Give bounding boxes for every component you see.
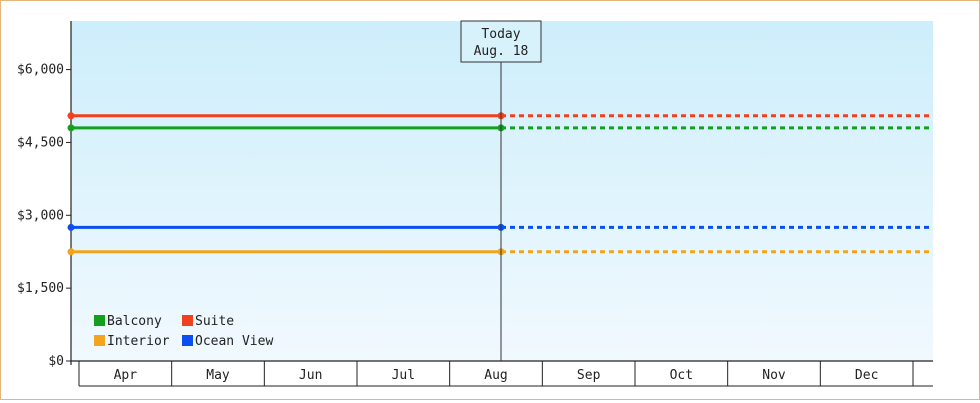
legend-label: Suite [195, 314, 234, 329]
plot-area [71, 21, 933, 361]
x-tick-label: May [206, 368, 230, 383]
today-marker: Today Aug. 18 [460, 20, 542, 361]
x-tick-label: Oct [670, 368, 693, 383]
x-tick-label: Jul [392, 368, 415, 383]
y-tick-label: $4,500 [17, 135, 64, 150]
y-tick-label: $0 [48, 354, 64, 369]
legend-swatch [182, 335, 193, 346]
series-lines [67, 112, 933, 256]
x-tick-label: Apr [114, 368, 138, 383]
legend-swatch [94, 335, 105, 346]
legend-swatch [94, 315, 105, 326]
legend-label: Balcony [107, 314, 162, 329]
series-point [67, 124, 75, 132]
legend-label: Interior [107, 334, 170, 349]
x-tick-label: Dec [855, 368, 878, 383]
y-tick-label: $6,000 [17, 63, 64, 78]
series-point [67, 223, 75, 231]
x-tick-label: Aug [484, 368, 507, 383]
y-tick-label: $3,000 [17, 208, 64, 223]
x-axis: Apr May Jun Jul Aug Sep Oct Nov Dec [71, 360, 933, 387]
y-tick-label: $1,500 [17, 281, 64, 296]
legend-swatch [182, 315, 193, 326]
y-axis: $0 $1,500 $3,000 $4,500 $6,000 [17, 21, 72, 369]
x-tick-label: Sep [577, 368, 601, 383]
series-point [67, 248, 75, 256]
today-label-box [460, 20, 542, 63]
x-tick-label: Jun [299, 368, 322, 383]
x-tick-label: Nov [762, 368, 786, 383]
today-date: Aug. 18 [474, 44, 529, 59]
legend: Balcony Suite Interior Ocean View [94, 314, 273, 349]
today-label: Today [481, 27, 520, 42]
legend-label: Ocean View [195, 334, 273, 349]
series-point [67, 112, 75, 120]
